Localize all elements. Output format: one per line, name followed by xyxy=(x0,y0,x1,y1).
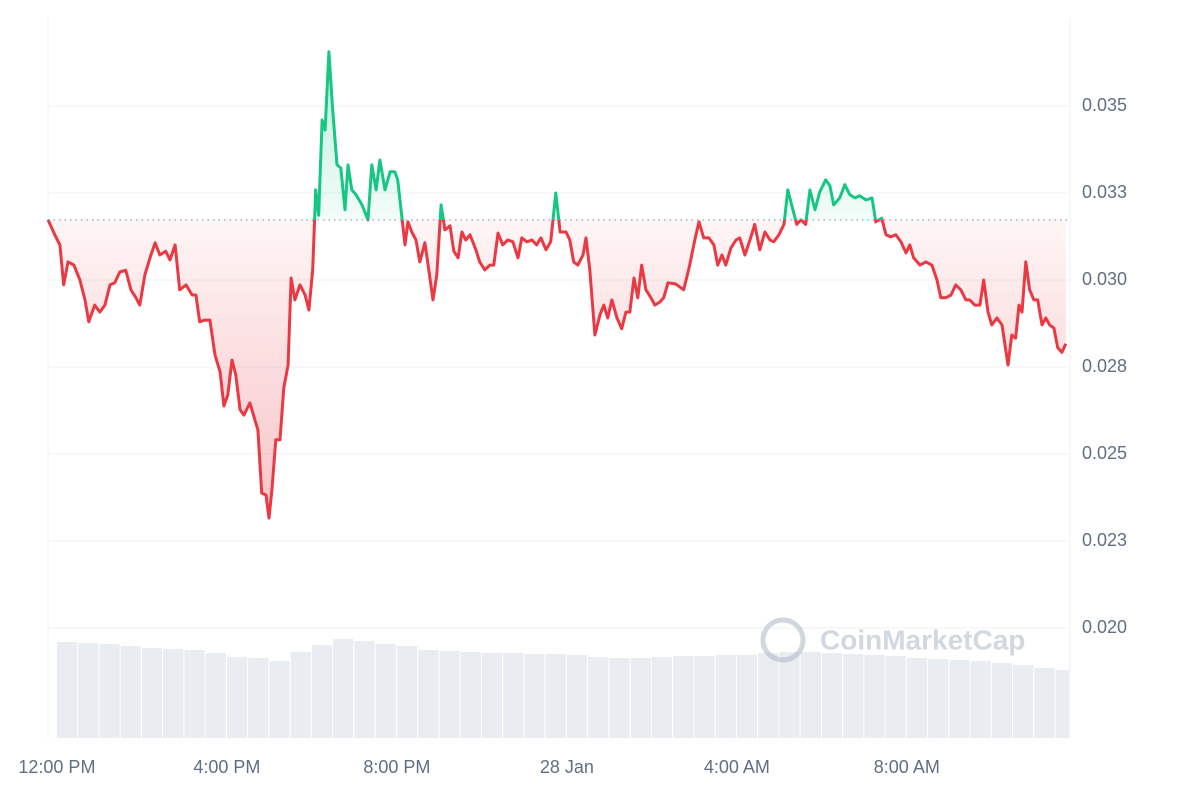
baseline-area xyxy=(48,51,1066,519)
volume-bar xyxy=(354,641,375,738)
volume-bar xyxy=(460,652,481,738)
x-tick-label: 8:00 AM xyxy=(874,757,940,777)
watermark: CoinMarketCap xyxy=(760,617,1025,663)
volume-bar xyxy=(78,643,99,738)
volume-bar xyxy=(396,646,418,738)
price-line xyxy=(46,50,1068,520)
grid: 0.020 0.023 0.025 0.028 0.030 0.033 0.035 12:00… xyxy=(18,95,1127,777)
volume-bar xyxy=(864,655,885,738)
x-tick-label: 8:00 PM xyxy=(363,757,430,777)
volume-bar xyxy=(588,657,609,738)
x-tick-label: 4:00 AM xyxy=(704,757,770,777)
volume-bar xyxy=(843,654,864,738)
x-tick-label: 4:00 PM xyxy=(193,757,260,777)
volume-bar xyxy=(970,661,991,738)
y-tick-label: 0.033 xyxy=(1082,182,1127,202)
volume-bar xyxy=(991,663,1013,738)
volume-bar xyxy=(1055,670,1069,738)
watermark-logo xyxy=(760,617,806,663)
y-tick-label: 0.028 xyxy=(1082,356,1127,376)
volume-bar xyxy=(906,658,928,738)
x-tick-label: 28 Jan xyxy=(540,757,594,777)
volume-bar xyxy=(949,660,970,738)
volume-bar xyxy=(524,654,545,738)
volume-bar xyxy=(609,658,630,738)
volume-bar xyxy=(694,656,715,738)
volume-bar xyxy=(418,650,439,738)
volume-bar xyxy=(736,655,758,738)
volume-bar xyxy=(141,648,163,738)
volume-bar xyxy=(1034,668,1055,738)
volume-bar xyxy=(375,644,396,738)
volume-bar xyxy=(163,649,184,738)
volume-bar xyxy=(184,650,205,738)
y-tick-label: 0.035 xyxy=(1082,95,1127,115)
volume-bar xyxy=(56,642,78,738)
volume-bar xyxy=(651,657,673,738)
volume-bar xyxy=(481,653,503,738)
volume-bar xyxy=(99,644,120,738)
volume-bar xyxy=(269,661,290,738)
volume-bar xyxy=(758,653,779,738)
volume-bar xyxy=(333,639,354,738)
volume-bar xyxy=(928,659,949,738)
watermark-text: CoinMarketCap xyxy=(820,624,1025,655)
volume-bar xyxy=(311,645,333,738)
volume-bar xyxy=(566,655,588,738)
y-tick-label: 0.020 xyxy=(1082,617,1127,637)
volume xyxy=(56,639,1069,738)
volume-bar xyxy=(248,658,269,738)
y-tick-label: 0.023 xyxy=(1082,530,1127,550)
y-tick-label: 0.025 xyxy=(1082,443,1127,463)
volume-bar xyxy=(673,656,694,738)
volume-bar xyxy=(439,651,460,738)
volume-bar xyxy=(503,653,524,738)
volume-bar xyxy=(630,658,651,738)
volume-bar xyxy=(205,653,226,738)
volume-bar xyxy=(545,654,566,738)
volume-bar xyxy=(715,655,736,738)
volume-bar xyxy=(290,652,311,738)
plot xyxy=(46,50,1070,520)
x-tick-label: 12:00 PM xyxy=(18,757,95,777)
volume-bar xyxy=(885,656,906,738)
volume-bar xyxy=(120,646,141,738)
volume-bar xyxy=(821,653,843,738)
volume-bar xyxy=(800,652,821,738)
volume-bar xyxy=(779,652,800,738)
y-tick-label: 0.030 xyxy=(1082,269,1127,289)
volume-bar xyxy=(226,657,248,738)
volume-bar xyxy=(1013,665,1034,738)
